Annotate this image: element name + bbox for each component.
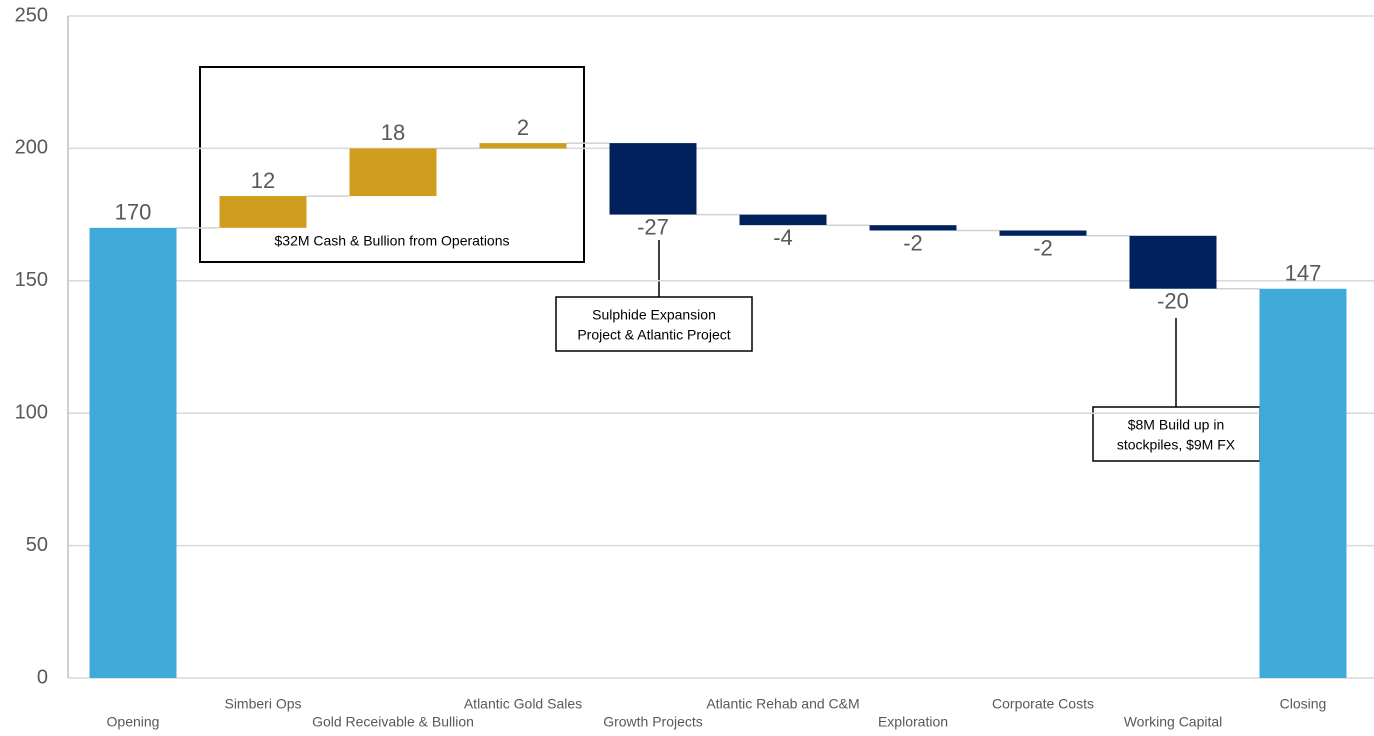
value-label: -20 [1157, 289, 1189, 314]
y-tick-label: 100 [15, 401, 48, 423]
annotation-text: $8M Build up in [1128, 417, 1225, 433]
bar [479, 143, 567, 149]
bar [89, 227, 177, 678]
y-tick-label: 150 [15, 269, 48, 291]
bar [869, 225, 957, 231]
x-tick-label: Opening [107, 714, 160, 730]
annotation-text: $32M Cash & Bullion from Operations [275, 233, 510, 249]
value-label: 18 [381, 120, 405, 145]
value-label: 147 [1285, 261, 1322, 286]
bar [609, 143, 697, 215]
annotation-text: stockpiles, $9M FX [1117, 437, 1236, 453]
x-tick-label: Atlantic Gold Sales [464, 696, 582, 712]
bar [739, 214, 827, 226]
y-tick-label: 50 [26, 534, 48, 556]
bar [999, 230, 1087, 236]
annotation-text: Sulphide Expansion [592, 307, 716, 323]
y-tick-label: 200 [15, 137, 48, 159]
value-label: 2 [517, 115, 529, 140]
bar [219, 196, 307, 228]
annotation-text: Project & Atlantic Project [577, 327, 730, 343]
value-label: 170 [115, 200, 152, 225]
x-tick-label: Closing [1280, 696, 1327, 712]
y-tick-label: 0 [37, 666, 48, 688]
x-tick-label: Atlantic Rehab and C&M [706, 696, 859, 712]
value-label: -2 [903, 230, 923, 255]
annotation-box [199, 66, 585, 263]
value-label: -4 [773, 225, 793, 250]
bar [349, 148, 437, 197]
bar [1129, 235, 1217, 289]
x-tick-label: Simberi Ops [224, 696, 301, 712]
x-tick-label: Corporate Costs [992, 696, 1094, 712]
x-tick-label: Working Capital [1124, 714, 1223, 730]
y-tick-label: 250 [15, 4, 48, 26]
annotation-box [1092, 406, 1261, 462]
value-label: 12 [251, 168, 275, 193]
x-tick-label: Exploration [878, 714, 948, 730]
value-label: -27 [637, 214, 669, 239]
bar [1259, 288, 1347, 678]
annotation-box [555, 296, 753, 352]
value-label: -2 [1033, 236, 1053, 261]
x-tick-label: Growth Projects [603, 714, 703, 730]
x-tick-label: Gold Receivable & Bullion [312, 714, 474, 730]
